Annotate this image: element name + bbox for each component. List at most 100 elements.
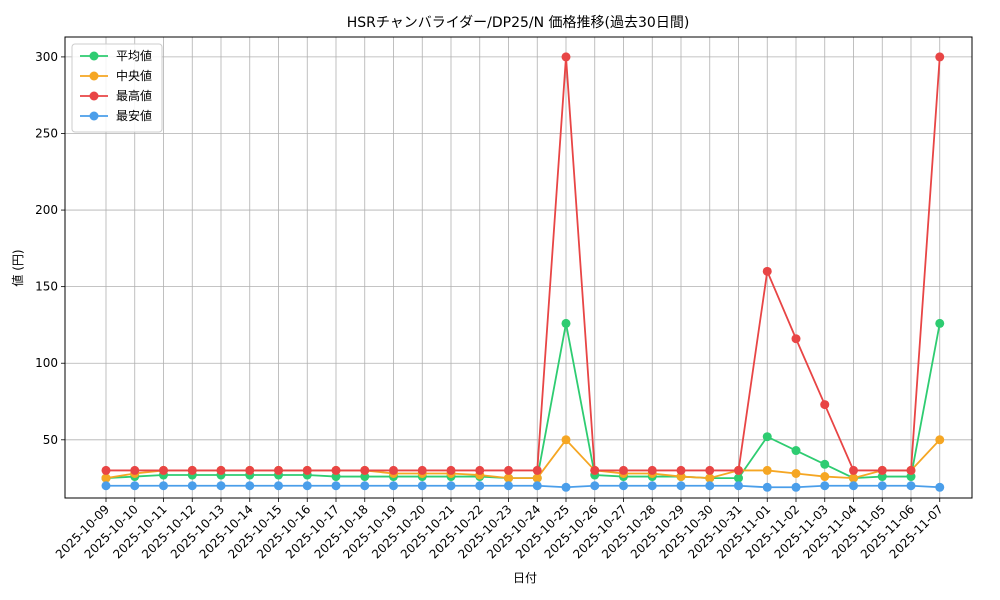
data-point [274, 465, 283, 475]
y-tick-label: 250 [35, 126, 58, 140]
data-point [187, 465, 197, 475]
data-point [130, 465, 140, 475]
data-point [159, 465, 168, 475]
data-point [475, 465, 485, 475]
data-point [762, 432, 772, 442]
data-point [734, 481, 743, 491]
data-point [590, 465, 600, 475]
y-tick-label: 300 [35, 50, 58, 64]
data-point [504, 481, 513, 491]
data-point [647, 481, 657, 491]
data-point [561, 318, 571, 328]
data-point [877, 481, 887, 491]
data-point [935, 52, 945, 62]
data-point [101, 481, 111, 491]
data-point [274, 481, 283, 491]
data-point [676, 481, 686, 491]
data-point [245, 481, 255, 491]
data-point [820, 459, 830, 469]
plot-area [64, 36, 973, 499]
series-group [101, 52, 945, 492]
data-point [647, 465, 657, 475]
data-point [877, 465, 887, 475]
data-point [705, 473, 715, 483]
data-point [561, 435, 571, 445]
data-point [590, 481, 600, 491]
data-point [820, 400, 830, 410]
y-tick-label: 150 [35, 280, 58, 294]
y-tick-label: 200 [35, 203, 58, 217]
legend-swatch-marker [89, 91, 99, 101]
x-axis: 2025-10-092025-10-102025-10-112025-10-12… [53, 498, 946, 561]
data-point [130, 481, 140, 491]
data-point [417, 465, 427, 475]
legend-swatch-marker [89, 71, 99, 81]
data-point [906, 481, 916, 491]
data-point [159, 481, 168, 491]
data-point [935, 435, 945, 445]
data-point [561, 52, 571, 62]
data-point [389, 481, 398, 491]
data-point [676, 465, 686, 475]
data-point [734, 465, 743, 475]
data-point [302, 481, 312, 491]
data-point [762, 482, 772, 492]
data-point [820, 472, 830, 482]
series-line [106, 484, 940, 489]
legend-swatch-marker [89, 51, 99, 61]
series-line [106, 56, 941, 472]
series-0 [101, 318, 945, 483]
data-point [331, 465, 341, 475]
data-point [389, 465, 398, 475]
data-point [734, 473, 743, 483]
data-point [504, 473, 513, 483]
data-point [532, 465, 542, 475]
data-point [101, 473, 111, 483]
data-point [849, 465, 858, 475]
data-point [762, 465, 772, 475]
data-point [302, 465, 312, 475]
y-tick-label: 100 [35, 356, 58, 370]
data-point [532, 481, 542, 491]
data-point [504, 465, 513, 475]
data-point [446, 481, 456, 491]
y-axis: 50 100 150 200 250 300 [35, 50, 65, 447]
data-point [216, 465, 226, 475]
legend-entry: 最安値 [116, 108, 152, 123]
data-point [475, 481, 485, 491]
legend-entry: 最高値 [116, 88, 152, 103]
legend-swatch-marker [89, 111, 99, 121]
data-point [762, 266, 772, 276]
data-point [935, 482, 945, 492]
data-point [245, 465, 255, 475]
data-point [187, 481, 197, 491]
data-point [820, 481, 830, 491]
series-2 [101, 52, 945, 475]
data-point [331, 481, 341, 491]
data-point [216, 481, 226, 491]
data-point [849, 473, 858, 483]
data-point [446, 465, 456, 475]
data-point [360, 465, 370, 475]
data-point [561, 482, 571, 492]
data-point [906, 465, 916, 475]
data-point [705, 465, 715, 475]
y-axis-label: 値 (円) [10, 249, 25, 286]
data-point [791, 334, 801, 344]
data-point [791, 482, 801, 492]
legend-entry: 中央値 [116, 68, 152, 83]
x-axis-label: 日付 [513, 571, 537, 585]
data-point [791, 468, 801, 478]
legend-frame [71, 43, 163, 133]
y-tick-label: 50 [43, 433, 58, 447]
data-point [619, 465, 628, 475]
chart-title: HSRチャンバライダー/DP25/N 価格推移(過去30日間) [347, 15, 690, 31]
data-point [417, 481, 427, 491]
series-3 [101, 481, 945, 492]
data-point [705, 481, 715, 491]
data-point [935, 318, 945, 328]
data-point [619, 481, 628, 491]
data-point [101, 465, 111, 475]
legend-entry: 平均値 [116, 48, 152, 63]
